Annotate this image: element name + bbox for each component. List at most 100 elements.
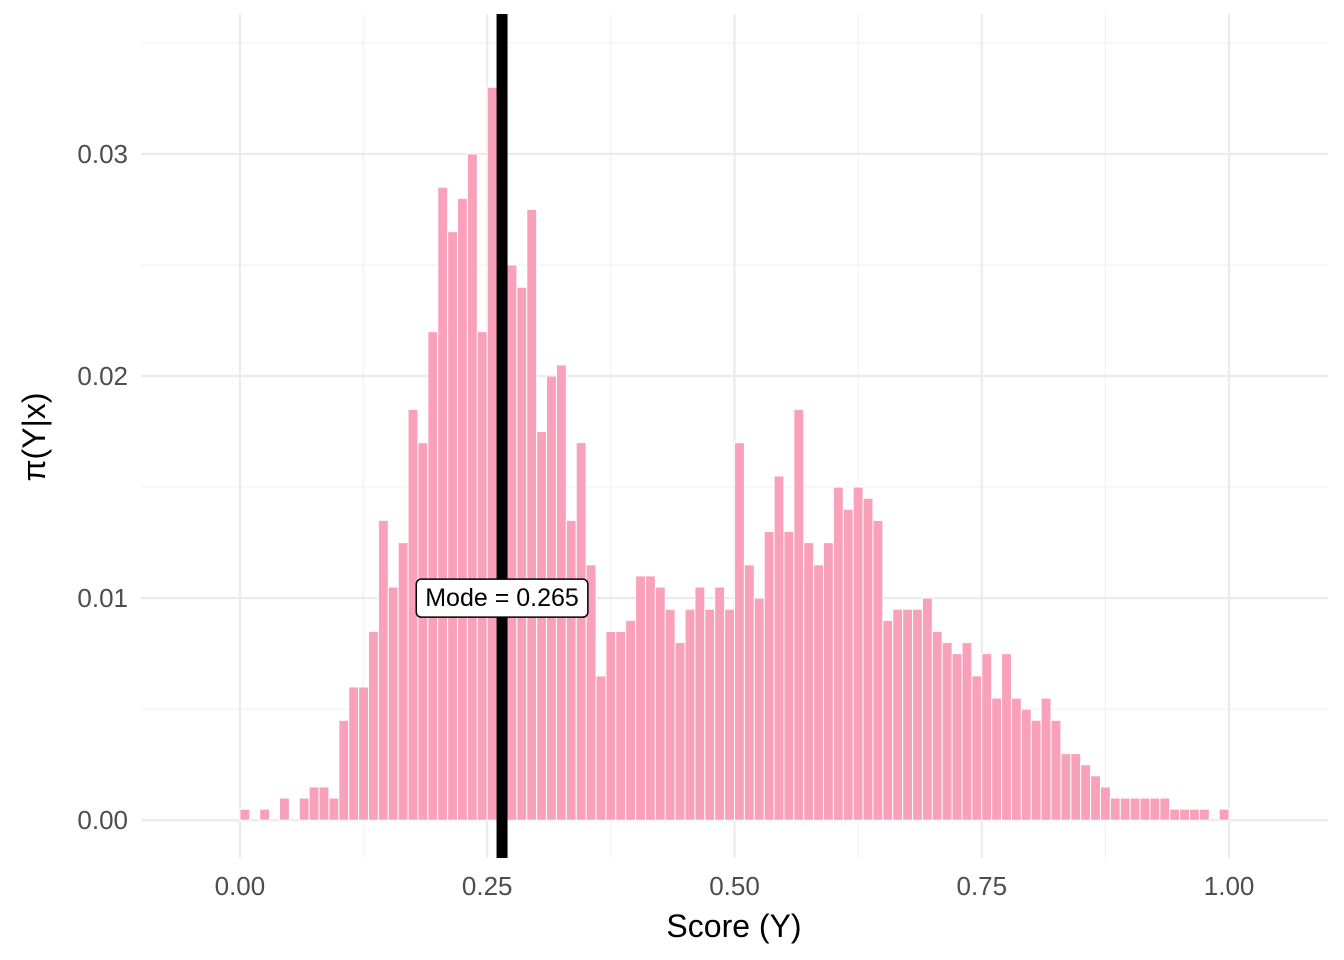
histogram-bar [278, 797, 290, 821]
histogram-bar [506, 264, 518, 821]
histogram-bar [753, 597, 765, 821]
histogram-bar [902, 608, 914, 821]
histogram-bar [1139, 797, 1151, 821]
histogram-bar [773, 475, 785, 821]
histogram-bar [625, 619, 637, 821]
histogram-bar [526, 208, 538, 821]
histogram-bar [1169, 808, 1181, 821]
histogram-bar [358, 686, 370, 821]
histogram-bar [674, 642, 686, 821]
histogram-bar [1001, 653, 1012, 821]
histogram-bar [377, 519, 389, 821]
histogram-bar [1030, 719, 1042, 821]
histogram-bar [852, 486, 864, 821]
histogram-bar [1050, 719, 1062, 821]
histogram-bar [1060, 753, 1072, 821]
histogram-bar [892, 608, 904, 821]
histogram-bar [743, 564, 755, 821]
mode-annotation: Mode = 0.265 [415, 578, 589, 618]
histogram-bar [842, 508, 854, 821]
histogram-bar [1010, 697, 1022, 821]
histogram-bar [338, 719, 350, 821]
histogram-bar [1218, 808, 1230, 821]
y-tick-label: 0.02 [77, 361, 128, 391]
histogram-bar [783, 531, 795, 821]
histogram-bar [763, 531, 775, 821]
histogram-bar [298, 797, 310, 821]
histogram-bar [1040, 697, 1052, 821]
mode-label: Mode = 0.265 [425, 584, 579, 612]
histogram-bar [1159, 797, 1171, 821]
histogram-bar [1198, 808, 1210, 821]
histogram-bar [724, 608, 736, 821]
histogram-bar [912, 608, 923, 821]
y-tick-label: 0.03 [77, 139, 128, 169]
histogram-bar [1119, 797, 1131, 821]
histogram-bar [417, 442, 429, 821]
x-tick-label: 0.00 [215, 871, 266, 901]
histogram-bar [1099, 786, 1111, 821]
x-tick-label: 0.75 [956, 871, 1007, 901]
histogram-bar [427, 331, 439, 821]
histogram-bar [714, 586, 726, 821]
histogram-bar [803, 542, 815, 821]
histogram-bar [941, 642, 953, 821]
y-axis-ticks: 0.00 0.01 0.02 0.03 [77, 139, 128, 835]
mode-label-box [415, 578, 589, 618]
histogram-bar [921, 597, 933, 821]
histogram-bar [961, 642, 973, 821]
histogram-bar [575, 442, 587, 821]
x-axis-ticks: 0.00 0.25 0.50 0.75 1.00 [215, 871, 1255, 901]
histogram-bar [1129, 797, 1141, 821]
histogram-bar [259, 808, 271, 821]
y-tick-label: 0.00 [77, 805, 128, 835]
histogram-bar [793, 408, 805, 821]
histogram-bar [654, 586, 666, 821]
histogram-bar [1080, 764, 1092, 821]
histogram-bar [516, 286, 528, 821]
histogram-bar [595, 675, 607, 821]
histogram-bar [644, 575, 656, 821]
histogram-bar [981, 653, 993, 821]
histogram-bar [486, 86, 498, 821]
histogram-bar [1070, 753, 1082, 821]
histogram-bar [971, 675, 983, 821]
histogram-bar [823, 542, 834, 821]
histogram-bar [328, 797, 340, 821]
y-axis-title: π(Y|x) [16, 392, 52, 481]
histogram-bar [1090, 775, 1101, 821]
histogram-bar [684, 608, 696, 821]
histogram-bar [704, 608, 716, 821]
histogram-bar [635, 575, 646, 821]
x-tick-label: 1.00 [1204, 871, 1255, 901]
histogram-bar [872, 519, 884, 821]
histogram-bar [466, 153, 478, 821]
histogram-bar [565, 519, 577, 821]
histogram-bar [664, 608, 676, 821]
histogram-bar [476, 331, 488, 821]
histogram-bar [368, 630, 379, 821]
histogram-bar [536, 431, 548, 821]
histogram-bar [318, 786, 330, 821]
histogram-bar [813, 564, 825, 821]
histogram-bar [447, 231, 459, 821]
histogram-bar [605, 630, 617, 821]
histogram-bar [457, 197, 468, 821]
histogram-bar [1179, 808, 1191, 821]
histogram-bar [348, 686, 360, 821]
histogram-bar [239, 808, 251, 821]
histogram-bar [694, 586, 706, 821]
x-axis-title: Score (Y) [666, 908, 801, 944]
histogram-bar [397, 542, 409, 821]
histogram-bar [931, 630, 943, 821]
histogram-bar [1109, 797, 1121, 821]
x-tick-label: 0.50 [709, 871, 760, 901]
histogram-bar [1189, 808, 1200, 821]
histogram-bar [615, 630, 627, 821]
histogram-bar [882, 619, 894, 821]
histogram-bar [862, 497, 874, 821]
histogram-bar [308, 786, 320, 821]
histogram-bar [832, 486, 844, 821]
histogram-bars [239, 86, 1230, 821]
x-tick-label: 0.25 [462, 871, 513, 901]
